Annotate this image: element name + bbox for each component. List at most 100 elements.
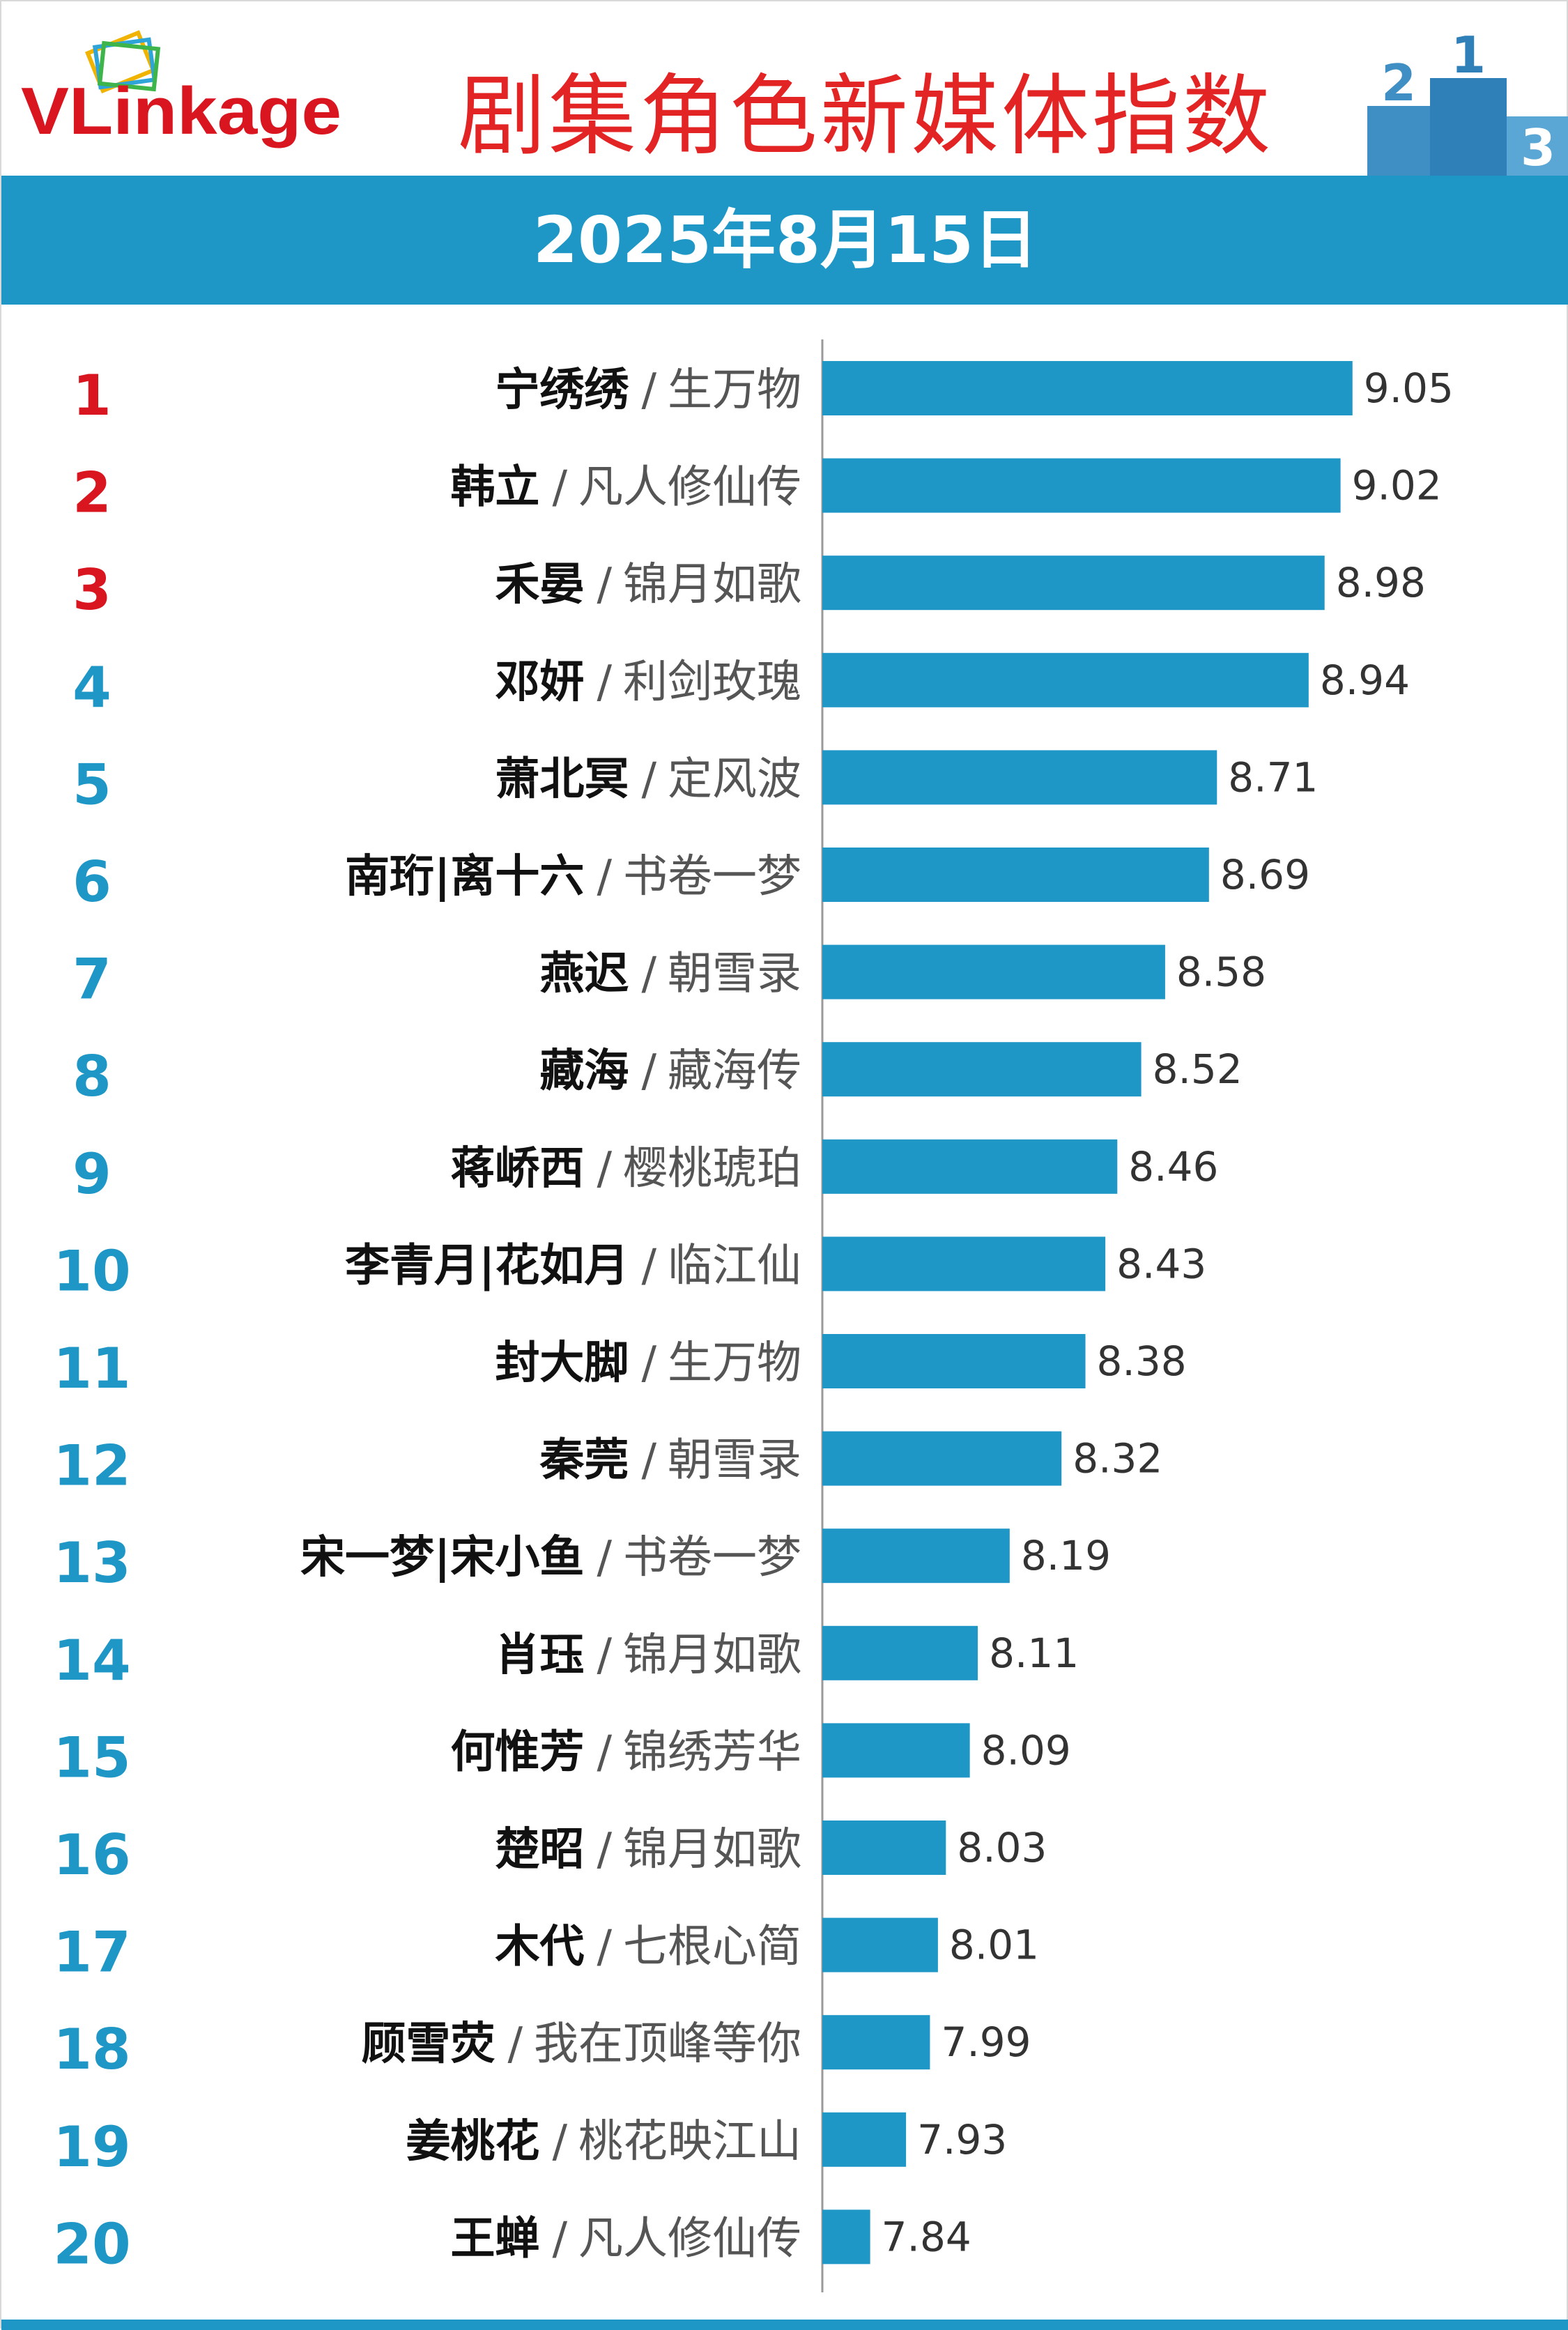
character-name: 秦莞 (539, 1435, 629, 1487)
drama-name: 锦月如歌 (623, 1824, 801, 1876)
category-label: 禾晏 / 锦月如歌 (495, 559, 801, 611)
rank-number: 16 (53, 1823, 130, 1887)
rank-number: 18 (53, 2017, 130, 2082)
category-label: 宁绣绣 / 生万物 (495, 365, 801, 416)
chart-row: 7 燕迟 / 朝雪录 8.58 (72, 944, 1266, 1012)
rank-number: 11 (53, 1336, 130, 1401)
category-label: 肖珏 / 锦月如歌 (495, 1630, 801, 1681)
data-label: 9.05 (1364, 365, 1454, 412)
category-label: 何惟芳 / 锦绣芳华 (450, 1726, 801, 1778)
label-separator: / (641, 1435, 656, 1487)
rank-number: 7 (72, 947, 112, 1012)
data-label: 9.02 (1352, 462, 1442, 509)
character-name: 何惟芳 (450, 1726, 584, 1778)
label-separator: / (597, 1143, 612, 1195)
character-name: 宁绣绣 (495, 365, 629, 416)
character-name: 木代 (495, 1922, 584, 1973)
data-label: 8.19 (1021, 1532, 1111, 1579)
data-label: 8.58 (1176, 949, 1266, 996)
data-label: 8.38 (1097, 1338, 1187, 1385)
label-separator: / (552, 2213, 567, 2264)
svg-text:2: 2 (1381, 54, 1416, 112)
chart-row: 3 禾晏 / 锦月如歌 8.98 (72, 555, 1426, 622)
data-label: 8.43 (1116, 1240, 1206, 1287)
ranking-bar-chart: 1 宁绣绣 / 生万物 9.052 韩立 / 凡人修仙传 9.023 禾晏 / 锦月如歌 8.984 邓妍… (53, 339, 1454, 2292)
svg-text:1: 1 (1451, 26, 1486, 84)
data-label: 7.93 (917, 2116, 1007, 2163)
data-label: 8.09 (981, 1726, 1071, 1774)
data-label: 8.32 (1073, 1435, 1162, 1482)
category-label: 宋一梦|宋小鱼 / 书卷一梦 (300, 1532, 801, 1584)
chart-row: 1 宁绣绣 / 生万物 9.05 (72, 361, 1454, 428)
bar (822, 1917, 938, 1972)
label-separator: / (641, 753, 656, 805)
bar (822, 1723, 970, 1778)
character-name: 王蝉 (450, 2213, 539, 2264)
drama-name: 七根心简 (623, 1922, 801, 1973)
category-label: 顾雪荧 / 我在顶峰等你 (361, 2018, 801, 2070)
data-label: 8.98 (1336, 559, 1426, 606)
character-name: 邓妍 (495, 657, 584, 708)
rank-number: 13 (53, 1531, 130, 1595)
data-label: 8.46 (1128, 1143, 1218, 1190)
character-name: 顾雪荧 (361, 2018, 495, 2070)
date-label: 2025年8月15日 (532, 203, 1038, 277)
category-label: 封大脚 / 生万物 (495, 1338, 801, 1389)
chart-row: 8 藏海 / 藏海传 8.52 (72, 1042, 1243, 1109)
label-separator: / (507, 2018, 523, 2070)
bar (822, 750, 1217, 805)
bar (822, 361, 1353, 415)
svg-text:3: 3 (1521, 118, 1555, 176)
bar (822, 2209, 870, 2264)
category-label: 李青月|花如月 / 临江仙 (345, 1240, 801, 1292)
chart-row: 19 姜桃花 / 桃花映江山 7.93 (53, 2112, 1007, 2179)
drama-name: 书卷一梦 (623, 1532, 801, 1584)
rank-number: 1 (72, 363, 112, 428)
category-label: 蒋峤西 / 樱桃琥珀 (450, 1143, 801, 1195)
label-separator: / (597, 1630, 612, 1681)
drama-name: 朝雪录 (668, 949, 801, 1000)
rank-number: 3 (72, 558, 112, 622)
chart-row: 13 宋一梦|宋小鱼 / 书卷一梦 8.19 (53, 1528, 1111, 1595)
rank-number: 8 (72, 1044, 112, 1109)
category-label: 楚昭 / 锦月如歌 (495, 1824, 801, 1876)
date-band: 2025年8月15日 (1, 176, 1568, 305)
chart-row: 6 南珩|离十六 / 书卷一梦 8.69 (72, 848, 1310, 914)
label-separator: / (597, 1922, 612, 1973)
rank-number: 4 (72, 655, 112, 720)
bar (822, 2015, 930, 2070)
data-label: 8.52 (1153, 1045, 1243, 1093)
drama-name: 樱桃琥珀 (623, 1143, 801, 1195)
rank-number: 10 (53, 1239, 130, 1303)
character-name: 姜桃花 (406, 2116, 539, 2168)
rank-number: 19 (53, 2115, 130, 2179)
category-label: 韩立 / 凡人修仙传 (450, 462, 801, 514)
bar (822, 1528, 1010, 1584)
drama-name: 锦绣芳华 (623, 1726, 801, 1778)
character-name: 禾晏 (495, 559, 584, 611)
chart-row: 12 秦莞 / 朝雪录 8.32 (53, 1431, 1162, 1499)
label-separator: / (641, 365, 656, 416)
chart-row: 14 肖珏 / 锦月如歌 8.11 (53, 1625, 1079, 1693)
rank-number: 6 (72, 850, 112, 914)
chart-row: 4 邓妍 / 利剑玫瑰 8.94 (72, 652, 1410, 720)
rank-number: 17 (53, 1920, 130, 1985)
label-separator: / (597, 851, 612, 903)
bar (822, 1625, 978, 1680)
category-label: 秦莞 / 朝雪录 (539, 1435, 801, 1487)
drama-name: 锦月如歌 (623, 559, 801, 611)
chart-row: 5 萧北冥 / 定风波 8.71 (72, 750, 1318, 817)
category-label: 王蝉 / 凡人修仙传 (450, 2213, 801, 2264)
character-name: 蒋峤西 (450, 1143, 584, 1195)
chart-row: 20 王蝉 / 凡人修仙传 7.84 (53, 2209, 971, 2276)
drama-name: 书卷一梦 (623, 851, 801, 903)
label-separator: / (552, 462, 567, 514)
data-label: 7.84 (882, 2213, 971, 2260)
drama-name: 利剑玫瑰 (623, 657, 801, 708)
drama-name: 朝雪录 (668, 1435, 801, 1487)
bar (822, 458, 1341, 513)
chart-row: 15 何惟芳 / 锦绣芳华 8.09 (53, 1723, 1071, 1790)
bar (822, 1139, 1118, 1194)
data-label: 8.94 (1320, 657, 1410, 704)
